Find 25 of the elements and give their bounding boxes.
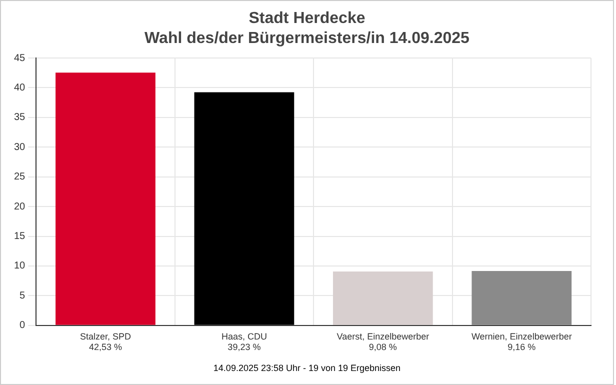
y-tick-label: 45 <box>14 52 26 64</box>
bar <box>56 72 156 325</box>
y-tick-label: 5 <box>20 290 26 302</box>
x-tick-label: Vaerst, Einzelbewerber <box>336 331 430 342</box>
y-tick-label: 0 <box>20 320 26 332</box>
y-tick-label: 35 <box>14 112 26 124</box>
x-tick-label: Stalzer, SPD <box>80 331 132 342</box>
x-tick-label: Wernien, Einzelbewerber <box>471 331 572 342</box>
data-label: 39,23 % <box>228 342 261 352</box>
data-label: 9,08 % <box>368 342 397 352</box>
bar <box>194 92 294 325</box>
y-tick-label: 20 <box>14 201 26 212</box>
chart-subtitle: Wahl des/der Bürgermeisters/in 14.09.2025 <box>144 29 470 49</box>
x-tick-label: Haas, CDU <box>221 331 267 342</box>
y-tick-label: 10 <box>14 260 26 272</box>
data-label: 9,16 % <box>508 342 536 352</box>
chart-title: Stadt Herdecke <box>248 9 366 29</box>
data-label: 42,53 % <box>88 342 122 352</box>
y-tick-label: 40 <box>14 82 26 94</box>
y-tick-label: 25 <box>14 172 26 183</box>
y-tick-label: 30 <box>14 142 26 153</box>
y-tick-label: 15 <box>14 231 26 242</box>
text: 14.09.2025 23:58 Uhr - 19 von 19 Ergebnissen <box>212 363 402 373</box>
bar <box>472 270 572 325</box>
bar <box>332 271 433 325</box>
